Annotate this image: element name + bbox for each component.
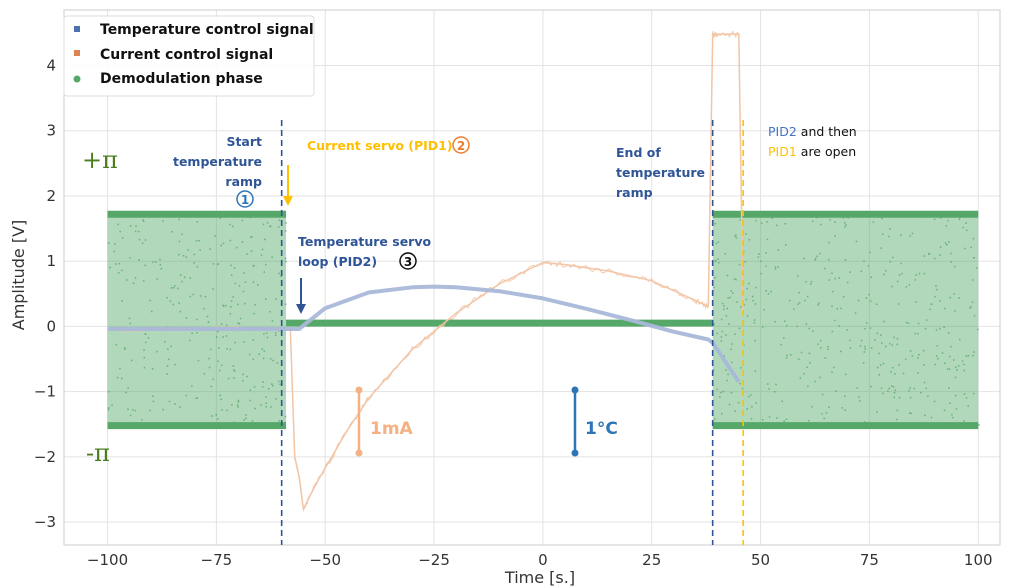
x-tick-label: −75 xyxy=(201,551,233,569)
legend: Temperature control signal Current contr… xyxy=(63,15,315,97)
grid-lines xyxy=(64,10,1000,545)
annotation-current-servo: Current servo (PID1) 2 xyxy=(283,136,470,206)
x-tick-label: 25 xyxy=(642,551,661,569)
annotation-end-ramp: End of temperature ramp xyxy=(616,145,705,200)
svg-text:temperature: temperature xyxy=(616,165,705,180)
demodulation-band xyxy=(712,214,979,426)
y-tick-label: 3 xyxy=(46,122,56,140)
x-tick-label: −100 xyxy=(87,551,128,569)
legend-label-temperature: Temperature control signal xyxy=(100,22,314,38)
plot-border xyxy=(63,9,1001,546)
tick-labels: −100 −75 −50 −25 0 25 50 75 100 −3 −2 −1 0 1 2 3 4 xyxy=(34,56,993,569)
svg-text:PID2 and then: PID2 and then xyxy=(768,124,857,139)
svg-text:End of: End of xyxy=(616,145,661,160)
svg-text:3: 3 xyxy=(404,255,412,269)
vertical-markers xyxy=(280,120,744,545)
legend-marker-current xyxy=(74,50,80,56)
y-tick-label: 4 xyxy=(46,56,56,74)
demodulation-speckle xyxy=(712,214,980,427)
svg-text:2: 2 xyxy=(457,139,465,153)
svg-text:Temperature servo: Temperature servo xyxy=(298,234,431,249)
y-tick-label: 2 xyxy=(46,187,56,205)
svg-text:ramp: ramp xyxy=(616,185,653,200)
legend-box xyxy=(63,15,315,97)
temperature-control-signal xyxy=(107,284,741,384)
svg-text:loop (PID2): loop (PID2) xyxy=(298,254,377,269)
annotation-start-ramp: Start temperature ramp 1 xyxy=(173,134,262,208)
x-tick-label: 0 xyxy=(538,551,548,569)
annotation-pid-open: PID2 and then PID1 are open xyxy=(768,124,857,159)
x-tick-label: 50 xyxy=(751,551,770,569)
x-tick-label: −50 xyxy=(309,551,341,569)
y-tick-label: −3 xyxy=(34,513,56,531)
scale-bar-current: 1mA xyxy=(355,386,414,457)
current-control-signal-noise xyxy=(107,30,744,512)
y-axis-label: Amplitude [V] xyxy=(9,220,28,331)
plot-area xyxy=(63,9,1001,546)
y-tick-label: 0 xyxy=(46,317,56,335)
x-tick-label: −25 xyxy=(418,551,450,569)
minus-pi-label: -π xyxy=(86,439,110,467)
scale-bar-temperature: 1°C xyxy=(571,386,618,457)
plus-pi-label: +π xyxy=(82,146,118,174)
y-tick-label: −2 xyxy=(34,448,56,466)
legend-label-demodulation: Demodulation phase xyxy=(100,71,263,87)
legend-marker-demodulation xyxy=(73,75,81,83)
svg-text:ramp: ramp xyxy=(225,174,262,189)
svg-text:1: 1 xyxy=(241,193,249,207)
svg-text:Current servo (PID1): Current servo (PID1) xyxy=(307,138,453,153)
y-tick-label: −1 xyxy=(34,383,56,401)
data-layer xyxy=(107,30,980,512)
svg-text:1°C: 1°C xyxy=(585,419,618,439)
x-axis-label: Time [s.] xyxy=(504,568,575,587)
annotation-temperature-servo: Temperature servo loop (PID2) 3 xyxy=(296,234,431,314)
x-tick-label: 75 xyxy=(860,551,879,569)
x-tick-label: 100 xyxy=(964,551,993,569)
svg-text:1mA: 1mA xyxy=(370,419,414,439)
svg-text:Start: Start xyxy=(226,134,262,149)
y-tick-label: 1 xyxy=(46,252,56,270)
legend-label-current: Current control signal xyxy=(100,47,273,63)
legend-marker-temperature xyxy=(74,26,80,32)
svg-text:temperature: temperature xyxy=(173,154,262,169)
svg-text:PID1 are open: PID1 are open xyxy=(768,144,856,159)
demodulation-speckle xyxy=(107,214,287,426)
